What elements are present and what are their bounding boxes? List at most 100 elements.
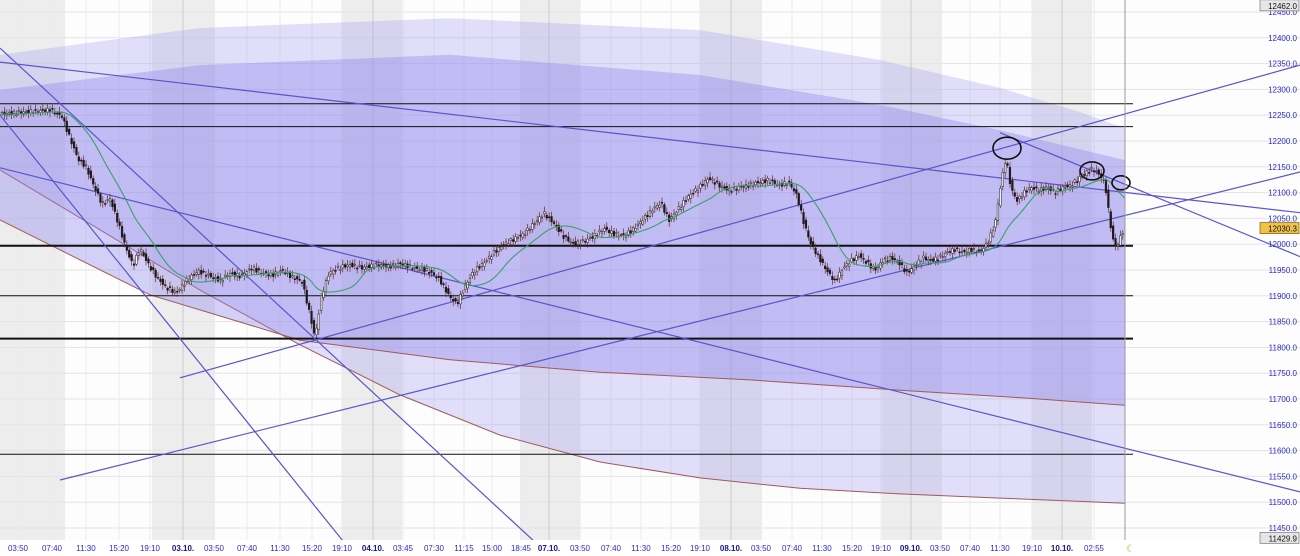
candle xyxy=(329,271,332,275)
candle xyxy=(80,159,83,162)
candle xyxy=(636,223,640,226)
time-label: 07:30 xyxy=(424,544,445,553)
entry-circle-annotation[interactable] xyxy=(1079,161,1105,181)
candle xyxy=(603,228,606,232)
trendline[interactable] xyxy=(0,61,1300,214)
candle xyxy=(358,264,361,267)
price-tick-label: 11900.0 xyxy=(1269,292,1298,301)
candle xyxy=(60,115,64,118)
candle xyxy=(816,253,820,256)
candle xyxy=(322,291,325,298)
candle xyxy=(682,200,685,207)
candle xyxy=(204,275,208,277)
candle xyxy=(634,228,637,232)
trendlines-layer[interactable] xyxy=(0,47,1300,556)
envelope-band xyxy=(0,54,1125,406)
candle xyxy=(130,254,133,262)
candle xyxy=(910,268,913,273)
candle xyxy=(706,179,709,184)
candle xyxy=(848,263,851,267)
candle xyxy=(334,270,337,272)
price-level-marker[interactable] xyxy=(1259,0,1300,12)
candle xyxy=(221,279,224,283)
candle xyxy=(939,254,942,257)
candle xyxy=(860,253,863,258)
candle xyxy=(440,276,443,285)
trendline[interactable] xyxy=(0,114,356,556)
candle xyxy=(1109,211,1112,229)
candle xyxy=(903,268,906,273)
candle xyxy=(178,288,181,291)
candle xyxy=(677,206,680,210)
last-price-marker[interactable] xyxy=(1259,222,1300,235)
candle xyxy=(958,251,961,254)
candle xyxy=(432,272,436,276)
price-level-marker[interactable] xyxy=(1259,532,1300,544)
candle xyxy=(996,203,1000,221)
candle xyxy=(610,230,613,234)
candle xyxy=(1097,169,1100,175)
candle xyxy=(1104,179,1108,194)
candle xyxy=(332,269,335,275)
entry-circle-annotation[interactable] xyxy=(1111,175,1131,191)
candle xyxy=(956,247,959,250)
time-label: 19:10 xyxy=(140,544,161,553)
candle xyxy=(1066,184,1069,188)
candle xyxy=(934,256,937,262)
candle xyxy=(1008,167,1012,185)
candle xyxy=(248,268,251,271)
candle xyxy=(600,231,604,234)
candle xyxy=(173,290,176,294)
candle xyxy=(82,159,85,167)
price-tick-label: 12050.0 xyxy=(1268,214,1297,223)
trendline[interactable] xyxy=(999,132,1300,258)
candle xyxy=(800,204,803,211)
time-label: 03:45 xyxy=(393,544,414,553)
candle xyxy=(821,258,824,263)
candle xyxy=(99,193,102,203)
candle xyxy=(389,266,392,269)
candle xyxy=(231,272,234,274)
candle xyxy=(588,236,592,239)
entry-circle-annotation[interactable] xyxy=(992,136,1022,160)
candle xyxy=(605,226,608,230)
candle xyxy=(106,199,109,201)
candle xyxy=(711,178,714,181)
candle xyxy=(341,264,344,269)
candle xyxy=(761,179,764,184)
candle xyxy=(101,201,104,203)
candle xyxy=(1112,225,1115,240)
time-axis-strip[interactable] xyxy=(0,540,1300,556)
candle xyxy=(473,272,476,275)
candle xyxy=(663,204,666,213)
trendline[interactable] xyxy=(0,47,551,556)
candle xyxy=(759,182,762,184)
candle xyxy=(735,189,738,191)
date-label: 07.10. xyxy=(538,544,560,553)
trendline[interactable] xyxy=(179,64,1300,379)
candle xyxy=(1090,167,1093,170)
candle xyxy=(951,248,954,254)
candle xyxy=(224,274,227,278)
candle xyxy=(524,234,527,236)
candle xyxy=(68,128,71,135)
candle xyxy=(300,282,304,284)
trendline[interactable] xyxy=(0,167,1300,493)
candle xyxy=(1088,172,1091,174)
candle xyxy=(531,223,534,230)
candle xyxy=(1047,188,1050,190)
candle xyxy=(876,266,880,269)
candle xyxy=(255,268,258,273)
horizontal-levels-layer[interactable] xyxy=(0,103,1133,455)
candle xyxy=(428,272,431,274)
candle xyxy=(375,262,378,265)
candle xyxy=(279,270,282,272)
candle xyxy=(737,186,740,191)
candle xyxy=(687,195,690,200)
candle xyxy=(519,234,522,237)
trendline[interactable] xyxy=(59,171,1300,481)
annotations-layer[interactable] xyxy=(992,136,1131,191)
price-marker-label: 12462.0 xyxy=(1268,2,1297,11)
